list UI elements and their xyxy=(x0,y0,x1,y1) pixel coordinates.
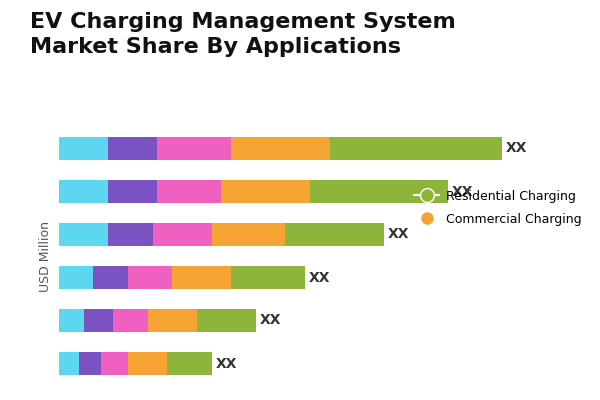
Bar xyxy=(113,309,148,332)
Bar xyxy=(128,352,167,375)
Bar xyxy=(79,352,101,375)
Bar xyxy=(83,309,113,332)
Text: XX: XX xyxy=(309,270,331,284)
Bar xyxy=(59,180,108,203)
Bar xyxy=(167,352,212,375)
Text: EV Charging Management System
Market Share By Applications: EV Charging Management System Market Sha… xyxy=(30,12,456,57)
Bar xyxy=(232,266,305,289)
Text: XX: XX xyxy=(506,142,527,156)
Bar xyxy=(197,309,256,332)
Bar xyxy=(59,137,108,160)
Bar xyxy=(157,180,221,203)
Bar xyxy=(152,223,212,246)
Bar xyxy=(212,223,286,246)
Bar xyxy=(148,309,197,332)
Bar xyxy=(128,266,172,289)
Bar xyxy=(172,266,232,289)
Text: XX: XX xyxy=(388,228,409,242)
Legend: Residential Charging, Commercial Charging: Residential Charging, Commercial Chargin… xyxy=(409,185,586,231)
Bar xyxy=(108,223,152,246)
Bar xyxy=(94,266,128,289)
Bar xyxy=(221,180,310,203)
Bar xyxy=(59,223,108,246)
Bar xyxy=(59,266,94,289)
Bar xyxy=(101,352,128,375)
Bar xyxy=(232,137,330,160)
Bar xyxy=(59,352,79,375)
Bar xyxy=(330,137,502,160)
Bar xyxy=(286,223,384,246)
Y-axis label: USD Million: USD Million xyxy=(39,220,52,292)
Bar xyxy=(108,180,157,203)
Text: XX: XX xyxy=(215,356,237,370)
Bar xyxy=(108,137,157,160)
Bar xyxy=(157,137,232,160)
Bar xyxy=(310,180,448,203)
Text: XX: XX xyxy=(452,184,473,198)
Text: XX: XX xyxy=(260,314,281,328)
Bar xyxy=(59,309,83,332)
